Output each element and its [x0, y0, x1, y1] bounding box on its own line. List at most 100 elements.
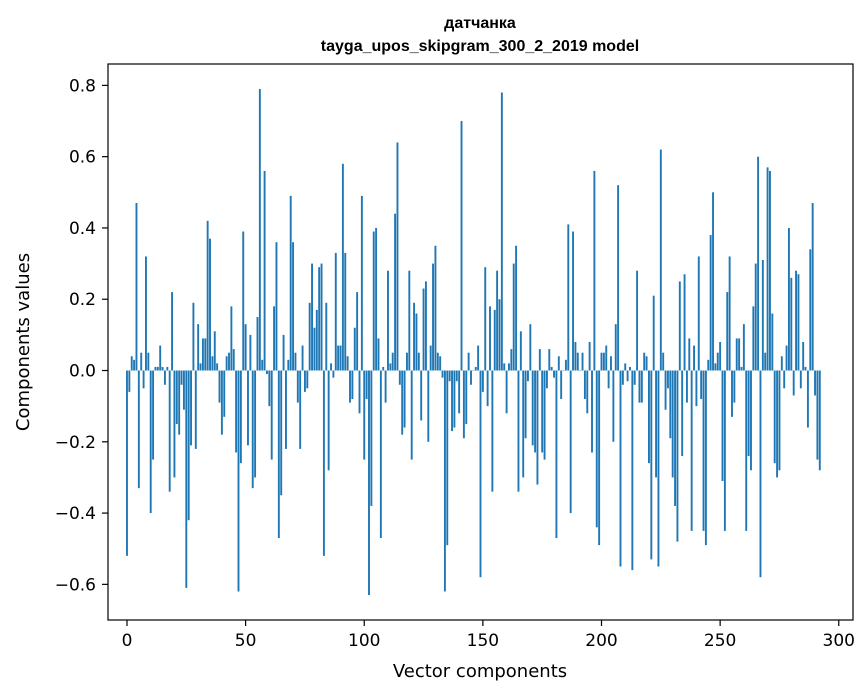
- bar-232: [676, 370, 679, 542]
- x-tick-label: 250: [704, 631, 736, 651]
- bar-233: [678, 281, 681, 371]
- x-tick-label: 100: [348, 631, 380, 651]
- bar-26: [187, 370, 190, 521]
- bar-117: [403, 370, 406, 428]
- bar-79: [313, 327, 316, 371]
- bar-113: [394, 213, 397, 371]
- bar-194: [586, 370, 589, 414]
- bar-282: [795, 270, 798, 371]
- bar-209: [621, 370, 624, 385]
- bar-190: [576, 352, 579, 371]
- bar-116: [401, 370, 404, 435]
- bar-103: [370, 370, 373, 506]
- bar-192: [581, 352, 584, 371]
- bar-115: [398, 370, 401, 385]
- bar-224: [657, 370, 660, 567]
- bar-34: [206, 220, 209, 371]
- bar-129: [432, 263, 434, 371]
- bar-259: [740, 366, 743, 371]
- bar-107: [379, 370, 382, 539]
- bar-172: [534, 370, 537, 453]
- bar-269: [764, 352, 767, 371]
- bar-250: [719, 342, 722, 371]
- y-axis-label: Components values: [13, 253, 34, 431]
- chart-title: датчанка: [444, 15, 516, 32]
- bar-261: [745, 370, 748, 531]
- bar-84: [325, 302, 328, 371]
- bar-104: [372, 231, 375, 371]
- bar-160: [505, 370, 508, 414]
- bar-76: [306, 370, 309, 389]
- bar-263: [750, 370, 752, 471]
- bar-273: [773, 370, 776, 464]
- bar-231: [674, 370, 677, 506]
- bar-58: [263, 170, 266, 371]
- bar-158: [500, 92, 503, 371]
- bar-206: [614, 324, 617, 371]
- bar-39: [218, 370, 221, 403]
- bar-208: [619, 370, 622, 567]
- bar-111: [389, 363, 392, 371]
- bar-174: [538, 349, 541, 371]
- bar-258: [738, 338, 741, 371]
- y-tick-label: −0.4: [55, 504, 96, 524]
- bar-142: [462, 370, 465, 439]
- bar-4: [135, 203, 138, 371]
- bar-57: [261, 359, 264, 371]
- bar-137: [451, 370, 453, 432]
- bar-68: [287, 359, 290, 371]
- bar-43: [228, 352, 230, 371]
- bar-19: [171, 292, 174, 371]
- bar-260: [742, 324, 745, 371]
- bar-179: [550, 366, 553, 371]
- bar-56: [258, 88, 261, 371]
- bar-102: [368, 370, 370, 596]
- bar-271: [769, 170, 771, 371]
- bar-147: [474, 366, 477, 371]
- bar-197: [593, 170, 596, 371]
- x-tick-label: 150: [467, 631, 499, 651]
- bar-148: [477, 345, 480, 371]
- bar-163: [512, 263, 515, 371]
- bar-72: [296, 370, 299, 403]
- bar-9: [147, 352, 150, 371]
- bar-280: [790, 277, 793, 371]
- bar-236: [685, 370, 688, 403]
- bar-52: [249, 334, 252, 371]
- bar-156: [496, 270, 499, 371]
- bar-134: [443, 370, 446, 592]
- bar-6: [140, 352, 143, 371]
- bar-265: [754, 263, 757, 371]
- bar-22: [178, 370, 181, 435]
- bar-150: [481, 370, 484, 392]
- bar-130: [434, 245, 437, 371]
- bar-73: [299, 370, 302, 449]
- bar-75: [303, 370, 306, 392]
- bar-181: [555, 370, 558, 539]
- bar-256: [733, 370, 736, 403]
- bar-45: [232, 349, 235, 371]
- bar-279: [787, 227, 790, 371]
- bar-288: [809, 249, 812, 371]
- bar-25: [185, 370, 188, 588]
- bar-264: [752, 306, 755, 371]
- bar-152: [486, 370, 489, 407]
- bar-82: [320, 263, 323, 371]
- bar-54: [254, 370, 257, 478]
- bar-159: [503, 363, 506, 371]
- bar-78: [311, 263, 313, 371]
- bar-17: [166, 366, 169, 371]
- bar-283: [797, 274, 800, 371]
- x-tick-label: 50: [235, 631, 257, 651]
- bar-188: [572, 231, 574, 371]
- bar-35: [209, 238, 211, 371]
- bar-21: [175, 370, 178, 424]
- bar-262: [747, 370, 750, 457]
- bar-255: [731, 370, 733, 417]
- x-tick-label: 300: [823, 631, 855, 651]
- bar-91: [341, 163, 344, 371]
- bar-149: [479, 370, 482, 578]
- bar-3: [133, 359, 136, 371]
- bar-277: [783, 370, 786, 389]
